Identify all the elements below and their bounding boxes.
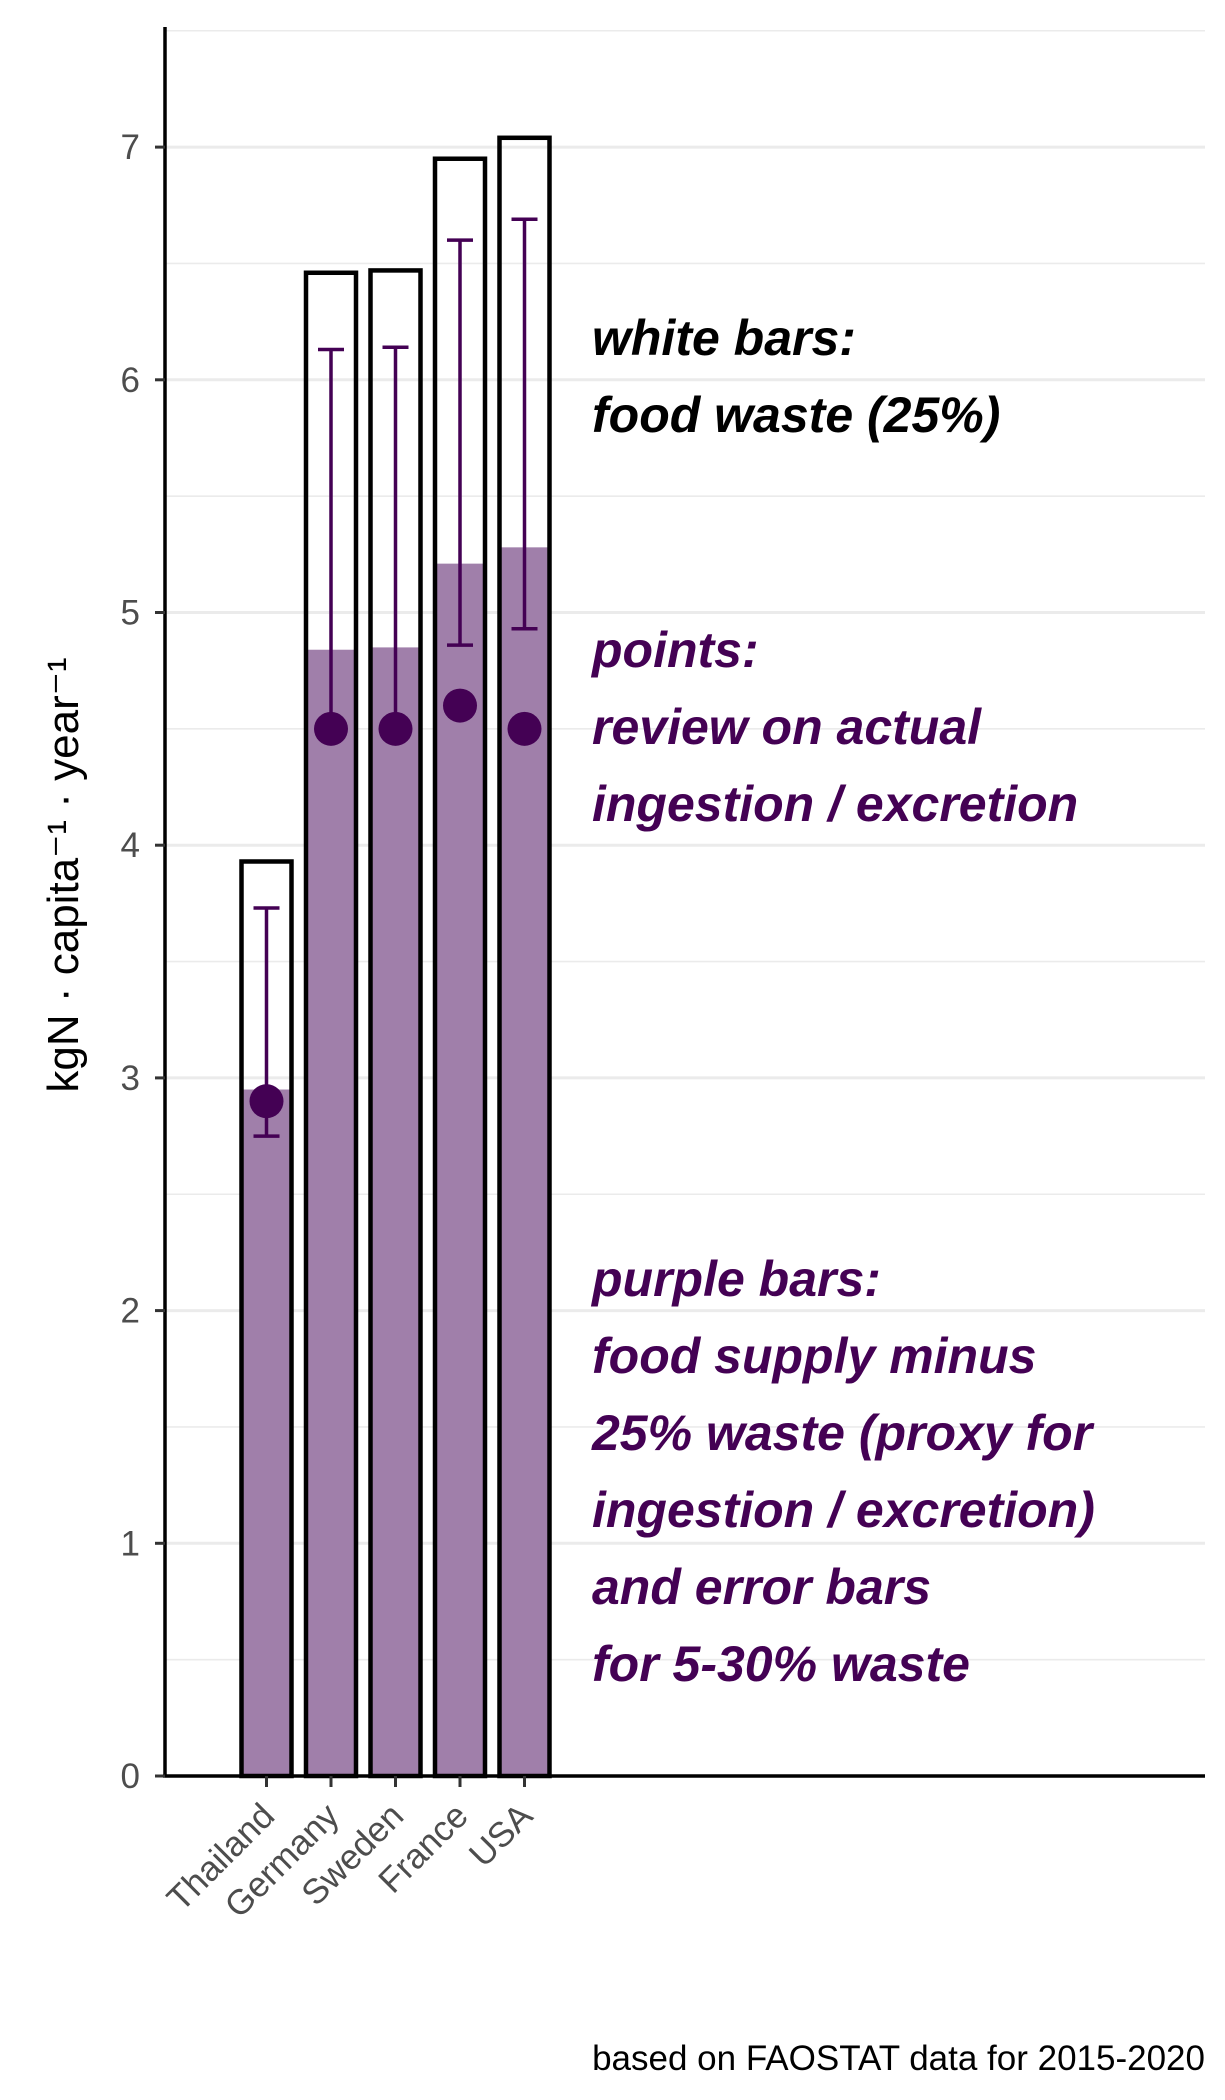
annotation-purple-bars-line: and error bars xyxy=(592,1559,931,1615)
review-point xyxy=(507,711,542,746)
y-tick-label: 7 xyxy=(121,128,140,167)
bar-food-supply-minus-waste xyxy=(435,563,485,1776)
annotation-points-line: review on actual xyxy=(592,699,982,755)
annotation-white-bars-line: white bars: xyxy=(592,310,856,366)
annotation-points: points: review on actual ingestion / exc… xyxy=(590,622,1078,832)
review-point xyxy=(443,688,477,723)
review-point xyxy=(378,711,413,746)
review-point xyxy=(249,1084,284,1119)
y-tick-label: 0 xyxy=(121,1757,140,1796)
bar-food-supply-minus-waste xyxy=(370,647,421,1776)
review-point xyxy=(314,711,348,746)
annotation-purple-bars: purple bars: food supply minus 25% waste… xyxy=(590,1251,1095,1692)
y-tick-label: 6 xyxy=(121,361,140,400)
annotation-purple-bars-line: food supply minus xyxy=(592,1328,1036,1384)
bar-food-supply-minus-waste xyxy=(306,649,356,1777)
bars xyxy=(239,135,552,1779)
annotation-purple-bars-line: ingestion / excretion) xyxy=(592,1482,1095,1538)
annotation-points-line: ingestion / excretion xyxy=(592,776,1078,832)
y-tick-label: 2 xyxy=(121,1292,140,1331)
bar-food-supply-minus-waste xyxy=(241,1089,292,1776)
y-ticks: 0 1 2 3 4 5 6 7 xyxy=(121,128,165,1796)
bar-food-supply-minus-waste xyxy=(499,547,550,1776)
annotation-purple-bars-line: 25% waste (proxy for xyxy=(591,1405,1095,1461)
y-tick-label: 3 xyxy=(121,1059,140,1098)
annotation-purple-bars-line: purple bars: xyxy=(590,1251,881,1307)
annotation-white-bars-line: food waste (25%) xyxy=(592,387,1000,443)
y-tick-label: 4 xyxy=(121,826,140,865)
annotation-points-line: points: xyxy=(590,622,759,678)
y-axis-title: kgN · capita⁻¹ · year⁻¹ xyxy=(39,657,88,1092)
error-bars xyxy=(253,217,538,1138)
x-tick-label: USA xyxy=(462,1796,541,1875)
points xyxy=(249,688,542,1119)
caption: based on FAOSTAT data for 2015-2020 xyxy=(592,2039,1205,2078)
y-tick-label: 5 xyxy=(121,594,140,633)
annotation-white-bars: white bars: food waste (25%) xyxy=(592,310,1000,443)
y-tick-label: 1 xyxy=(121,1524,140,1563)
annotation-purple-bars-line: for 5-30% waste xyxy=(592,1636,970,1692)
axes xyxy=(163,27,1205,1778)
